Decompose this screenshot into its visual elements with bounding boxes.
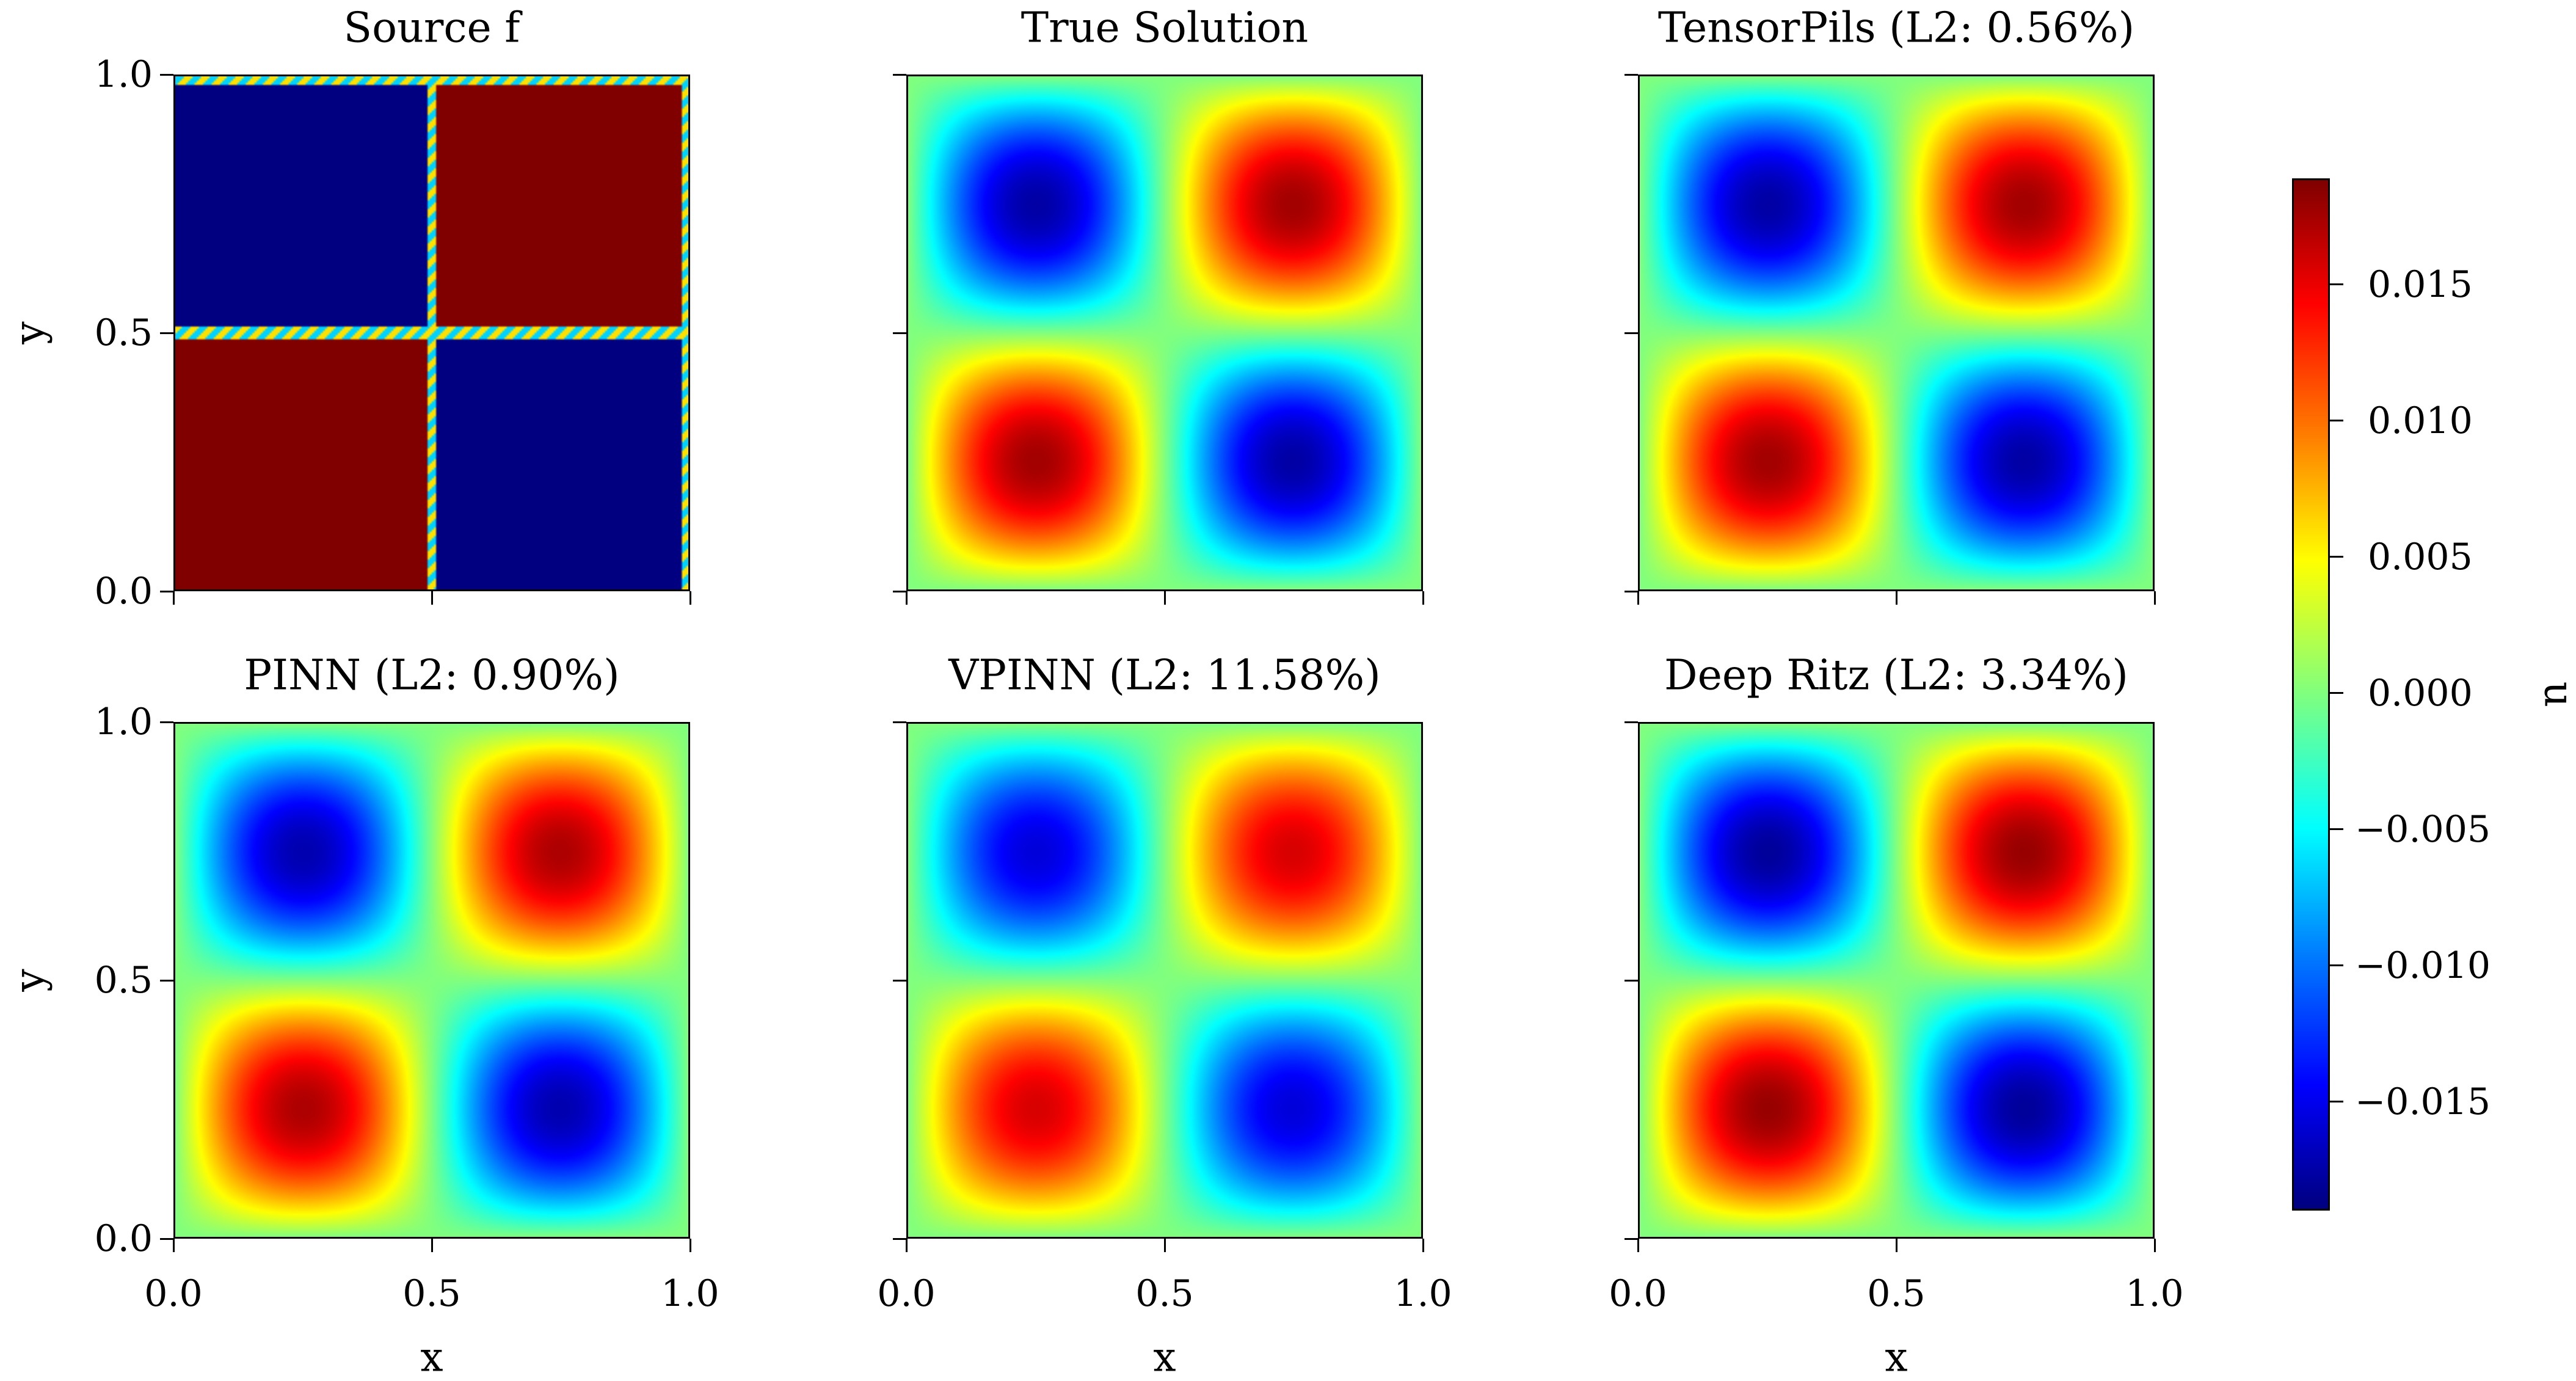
colorbar-tick [2330, 964, 2343, 967]
y-tick [1625, 1237, 1638, 1240]
x-tick [1163, 1239, 1166, 1252]
y-tick [1625, 721, 1638, 723]
x-tick-label: 1.0 [1394, 1272, 1452, 1315]
colorbar-tick-label: 0.000 [2368, 671, 2473, 715]
heatmap-panel [906, 722, 1423, 1239]
y-tick-label: 0.0 [94, 1217, 153, 1260]
x-tick [1422, 1239, 1424, 1252]
panel-title: TensorPils (L2: 0.56%) [1657, 4, 2135, 53]
colorbar-tick [2330, 692, 2343, 694]
x-tick [2153, 591, 2156, 605]
y-tick [160, 979, 173, 982]
y-tick [1625, 590, 1638, 592]
x-tick [2153, 1239, 2156, 1252]
colorbar [2292, 178, 2330, 1211]
colorbar-label: u [2536, 682, 2576, 708]
y-tick [160, 73, 173, 76]
y-tick [160, 721, 173, 723]
colorbar-tick [2330, 283, 2343, 286]
y-axis-label: y [5, 321, 53, 344]
panel-title: Deep Ritz (L2: 3.34%) [1664, 651, 2128, 700]
y-tick-label: 1.0 [94, 701, 153, 743]
y-tick [893, 73, 906, 76]
heatmap-image [1640, 724, 2153, 1237]
y-tick [893, 979, 906, 982]
x-tick [1895, 591, 1897, 605]
y-axis-label: y [5, 969, 53, 992]
x-tick [172, 1239, 175, 1252]
y-tick [160, 1237, 173, 1240]
x-axis-label: x [1885, 1333, 1908, 1381]
panel-title: PINN (L2: 0.90%) [244, 651, 620, 700]
x-tick-label: 0.0 [877, 1272, 936, 1315]
y-tick-label: 0.0 [94, 570, 153, 613]
x-tick [1637, 1239, 1639, 1252]
colorbar-tick-label: −0.010 [2355, 944, 2491, 987]
y-tick-label: 0.5 [94, 312, 153, 354]
y-tick [1625, 332, 1638, 334]
heatmap-panel [906, 75, 1423, 591]
x-tick [431, 1239, 433, 1252]
heatmap-panel [173, 722, 690, 1239]
y-tick [160, 590, 173, 592]
colorbar-tick [2330, 420, 2343, 422]
heatmap-image [908, 724, 1421, 1237]
panel-title: True Solution [1021, 4, 1309, 53]
heatmap-panel [173, 75, 690, 591]
colorbar-tick-label: −0.005 [2355, 807, 2491, 851]
colorbar-tick [2330, 1101, 2343, 1103]
heatmap-panel [1638, 75, 2155, 591]
heatmap-image [175, 724, 688, 1237]
x-tick-label: 0.5 [1135, 1272, 1194, 1315]
colorbar-tick-label: 0.010 [2368, 399, 2473, 442]
heatmap-image [908, 76, 1421, 589]
y-tick [893, 590, 906, 592]
y-tick [160, 332, 173, 334]
x-tick [1895, 1239, 1897, 1252]
y-tick [893, 1237, 906, 1240]
x-tick-label: 0.5 [1867, 1272, 1926, 1315]
colorbar-tick-label: 0.005 [2368, 535, 2473, 578]
x-tick [905, 591, 908, 605]
heatmap-image [175, 76, 688, 589]
y-tick [1625, 73, 1638, 76]
x-tick-label: 0.0 [1609, 1272, 1667, 1315]
heatmap-image [1640, 76, 2153, 589]
x-tick [1637, 591, 1639, 605]
x-tick [1163, 591, 1166, 605]
panel-title: VPINN (L2: 11.58%) [948, 651, 1381, 700]
panel-title: Source f [343, 4, 520, 53]
x-axis-label: x [420, 1333, 443, 1381]
x-tick-label: 0.0 [144, 1272, 203, 1315]
y-tick [893, 332, 906, 334]
x-tick-label: 1.0 [661, 1272, 719, 1315]
y-tick-label: 1.0 [94, 53, 153, 96]
x-tick [905, 1239, 908, 1252]
y-tick [1625, 979, 1638, 982]
colorbar-tick [2330, 556, 2343, 558]
x-tick [431, 591, 433, 605]
x-tick [172, 591, 175, 605]
heatmap-panel [1638, 722, 2155, 1239]
x-tick [1422, 591, 1424, 605]
x-tick [689, 1239, 691, 1252]
x-tick-label: 0.5 [402, 1272, 461, 1315]
x-axis-label: x [1153, 1333, 1176, 1381]
y-tick [893, 721, 906, 723]
x-tick-label: 1.0 [2125, 1272, 2184, 1315]
x-tick [689, 591, 691, 605]
y-tick-label: 0.5 [94, 959, 153, 1002]
colorbar-tick-label: 0.015 [2368, 263, 2473, 306]
colorbar-tick [2330, 828, 2343, 831]
colorbar-tick-label: −0.015 [2355, 1080, 2491, 1123]
